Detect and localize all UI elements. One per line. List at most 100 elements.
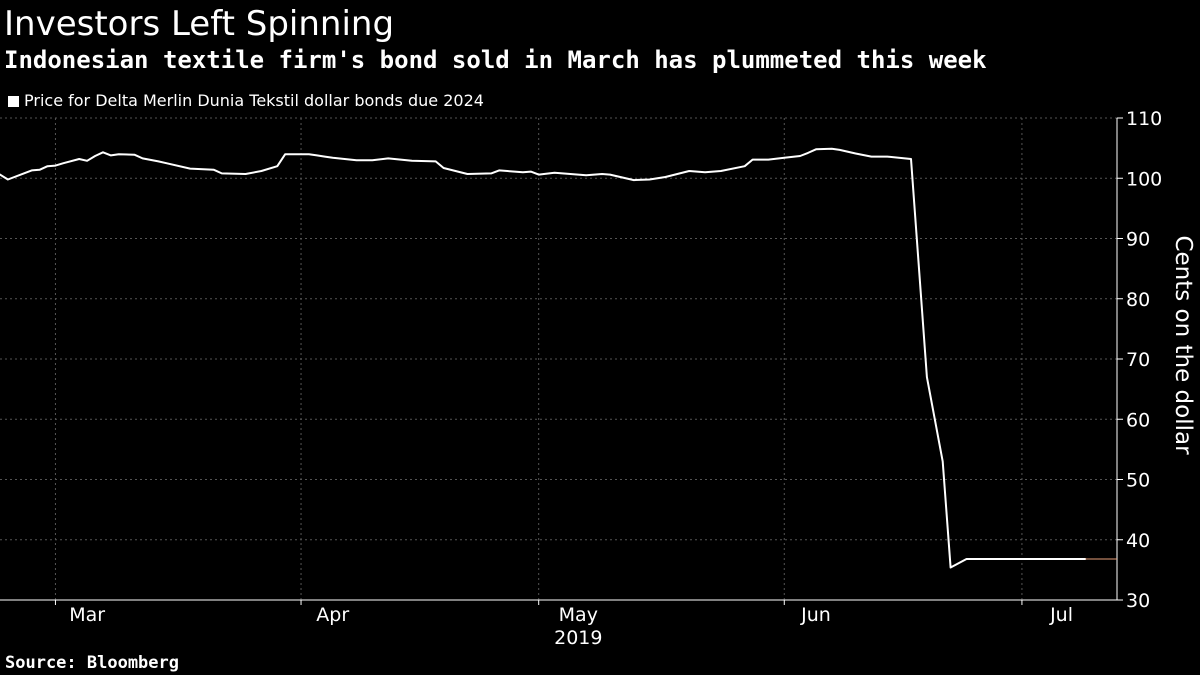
data-point	[752, 159, 754, 161]
series-line	[0, 147, 1087, 569]
data-point	[585, 174, 587, 176]
data-point	[799, 155, 801, 157]
y-tick-label: 80	[1126, 289, 1150, 311]
data-point	[355, 159, 357, 161]
data-point	[633, 179, 635, 181]
x-tick-label: Jun	[800, 604, 831, 626]
data-point	[7, 178, 9, 180]
data-point	[47, 165, 49, 167]
data-point	[308, 153, 310, 155]
data-point	[522, 171, 524, 173]
data-point	[260, 170, 262, 172]
y-tick-label: 40	[1126, 530, 1150, 552]
data-point	[649, 178, 651, 180]
data-point	[189, 168, 191, 170]
data-point	[23, 172, 25, 174]
data-point	[1021, 558, 1023, 560]
data-point	[118, 153, 120, 155]
data-point	[1045, 558, 1047, 560]
data-point	[443, 167, 445, 169]
data-point	[744, 165, 746, 167]
x-year-label: 2019	[554, 627, 602, 649]
x-tick-label: Apr	[316, 604, 349, 626]
data-point	[387, 157, 389, 159]
data-point	[245, 173, 247, 175]
data-point	[577, 174, 579, 176]
data-point	[39, 169, 41, 171]
y-tick-label: 110	[1126, 108, 1162, 130]
data-point	[1053, 558, 1055, 560]
y-tick-label: 100	[1126, 168, 1162, 190]
data-point	[276, 165, 278, 167]
data-point	[332, 157, 334, 159]
data-point	[815, 148, 817, 150]
chart-subtitle: Indonesian textile firm's bond sold in M…	[4, 46, 987, 74]
y-axis-title: Cents on the dollar	[1170, 235, 1196, 455]
y-tick-label: 70	[1126, 349, 1150, 371]
data-point	[1013, 558, 1015, 560]
data-point	[86, 160, 88, 162]
data-point	[601, 173, 603, 175]
data-point	[411, 160, 413, 162]
data-point	[831, 148, 833, 150]
data-point	[942, 460, 944, 462]
data-point	[94, 155, 96, 157]
data-point	[221, 172, 223, 174]
chart-title: Investors Left Spinning	[4, 4, 395, 44]
data-point	[110, 154, 112, 156]
data-point	[157, 160, 159, 162]
data-point	[704, 171, 706, 173]
data-point	[316, 154, 318, 156]
y-tick-label: 50	[1126, 470, 1150, 492]
source-note: Source: Bloomberg	[5, 653, 179, 673]
legend: Price for Delta Merlin Dunia Tekstil dol…	[8, 90, 484, 112]
data-point	[490, 172, 492, 174]
y-tick-label: 30	[1126, 590, 1150, 612]
data-point	[926, 376, 928, 378]
x-tick-label: Mar	[69, 604, 105, 626]
data-point	[593, 174, 595, 176]
data-point	[371, 159, 373, 161]
data-point	[62, 162, 64, 164]
data-point	[950, 566, 952, 568]
data-point	[284, 153, 286, 155]
data-point	[54, 165, 56, 167]
data-point	[767, 159, 769, 161]
data-point	[142, 157, 144, 159]
y-tick-label: 90	[1126, 229, 1150, 251]
data-point	[609, 174, 611, 176]
x-tick-label: May	[559, 604, 598, 626]
data-point	[886, 156, 888, 158]
data-point	[981, 558, 983, 560]
data-point	[31, 169, 33, 171]
data-point	[538, 174, 540, 176]
data-point	[997, 558, 999, 560]
data-point	[1061, 558, 1063, 560]
data-point	[664, 176, 666, 178]
data-point	[530, 171, 532, 173]
data-point	[466, 173, 468, 175]
data-point	[720, 170, 722, 172]
data-point	[965, 558, 967, 560]
data-point	[498, 169, 500, 171]
data-point	[870, 156, 872, 158]
x-tick-label: Jul	[1049, 604, 1073, 626]
data-point	[102, 151, 104, 153]
data-point	[839, 149, 841, 151]
data-point	[300, 153, 302, 155]
legend-swatch	[8, 95, 19, 107]
data-point	[1029, 558, 1031, 560]
data-point	[213, 169, 215, 171]
legend-label: Price for Delta Merlin Dunia Tekstil dol…	[24, 91, 484, 110]
data-point	[554, 172, 556, 174]
y-tick-label: 60	[1126, 409, 1150, 431]
data-point	[855, 153, 857, 155]
data-point	[783, 157, 785, 159]
data-point	[688, 170, 690, 172]
data-point	[807, 152, 809, 154]
data-point	[165, 162, 167, 164]
data-point	[134, 154, 136, 156]
data-point	[78, 158, 80, 160]
data-point	[435, 160, 437, 162]
